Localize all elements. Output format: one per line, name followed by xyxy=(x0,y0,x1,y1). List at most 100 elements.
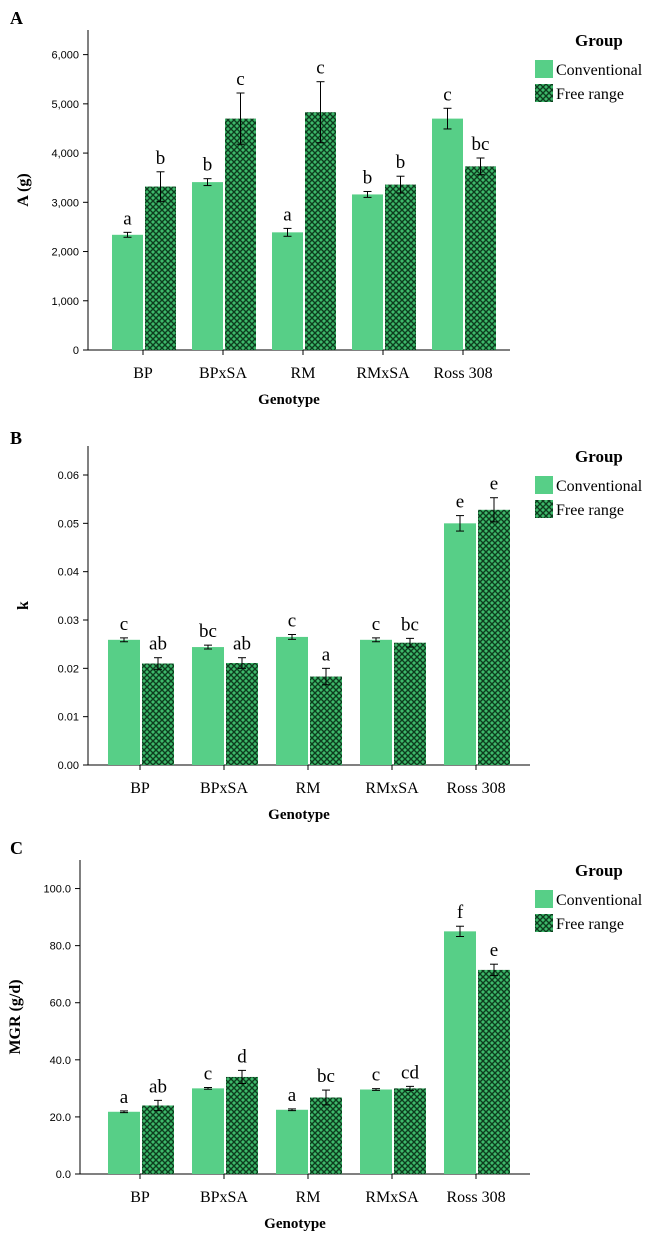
legend-swatch-free-range xyxy=(535,84,553,102)
y-tick-label: 4,000 xyxy=(51,148,79,160)
panel-b: B 0.00 0.01 0.02 0.03 0.04 0.05 0.06 k Genotype BP… xyxy=(0,420,672,830)
bar-free-range xyxy=(226,663,258,765)
chart-c: C 0.0 20.0 40.0 60.0 80.0 100.0 MGR (g/d) Genoty… xyxy=(7,838,643,1232)
x-tick-label: BP xyxy=(133,365,153,382)
bar-free-range xyxy=(145,186,176,350)
legend-label-conventional: Conventional xyxy=(556,478,643,495)
significance-letter: c xyxy=(236,69,244,90)
legend-label-conventional: Conventional xyxy=(556,62,643,79)
legend-swatch-conventional xyxy=(535,890,553,908)
bar-conventional xyxy=(108,639,140,765)
bar-conventional xyxy=(192,1088,224,1174)
bar-conventional xyxy=(272,232,303,350)
panel-c: C 0.0 20.0 40.0 60.0 80.0 100.0 MGR (g/d) Genoty… xyxy=(0,830,672,1242)
significance-letter: a xyxy=(283,204,292,225)
x-tick-label: BPxSA xyxy=(199,365,247,382)
y-tick-label: 2,000 xyxy=(51,247,79,259)
legend-label-conventional: Conventional xyxy=(556,892,643,909)
x-tick-label: Ross 308 xyxy=(446,780,505,797)
x-tick-label: RM xyxy=(291,365,316,382)
bar-free-range xyxy=(478,969,510,1174)
significance-letter: f xyxy=(457,902,464,923)
y-tick-label: 0.05 xyxy=(58,518,79,530)
bar-conventional xyxy=(192,647,224,765)
bar-conventional xyxy=(108,1111,140,1174)
bar-free-range xyxy=(478,509,510,765)
bar-free-range xyxy=(394,1088,426,1174)
significance-letter: cd xyxy=(401,1062,419,1083)
y-axis-label: k xyxy=(15,601,32,610)
y-tick-label: 1,000 xyxy=(51,296,79,308)
bar-free-range xyxy=(305,112,336,350)
x-tick-label: RMxSA xyxy=(356,365,410,382)
significance-letter: c xyxy=(316,58,324,79)
y-tick-label: 0.03 xyxy=(58,615,79,627)
significance-letter: ab xyxy=(233,634,251,655)
bar-conventional xyxy=(112,234,143,350)
bar-conventional xyxy=(360,639,392,765)
x-tick-label: RM xyxy=(296,1189,321,1206)
panel-label: B xyxy=(10,428,22,448)
bar-free-range xyxy=(385,184,416,350)
x-tick-label: BPxSA xyxy=(200,1189,248,1206)
bar-conventional xyxy=(444,931,476,1174)
x-tick-label: BPxSA xyxy=(200,780,248,797)
legend-label-free-range: Free range xyxy=(556,916,624,933)
significance-letter: e xyxy=(490,474,498,495)
legend-label-free-range: Free range xyxy=(556,86,624,103)
significance-letter: a xyxy=(120,1087,129,1108)
legend-label-free-range: Free range xyxy=(556,502,624,519)
panel-label: C xyxy=(10,838,23,858)
y-tick-label: 3,000 xyxy=(51,197,79,209)
significance-letter: e xyxy=(456,492,464,513)
y-tick-label: 0.01 xyxy=(58,712,79,724)
bar-free-range xyxy=(226,1076,258,1174)
bar-free-range xyxy=(225,118,256,350)
bar-free-range xyxy=(142,1105,174,1174)
significance-letter: d xyxy=(237,1046,247,1067)
legend-title: Group xyxy=(575,861,623,880)
bar-free-range xyxy=(394,642,426,765)
panel-a: A 0 1,000 2,000 3,000 4,000 5,000 6,000 A (g) Gen… xyxy=(0,0,672,420)
y-tick-label: 0 xyxy=(73,345,79,357)
bar-conventional xyxy=(352,194,383,350)
significance-letter: c xyxy=(372,1065,380,1086)
legend-swatch-conventional xyxy=(535,60,553,78)
legend-swatch-conventional xyxy=(535,476,553,494)
x-tick-label: BP xyxy=(130,780,150,797)
y-tick-label: 60.0 xyxy=(50,998,71,1010)
bar-conventional xyxy=(444,523,476,765)
y-tick-label: 40.0 xyxy=(50,1055,71,1067)
legend-title: Group xyxy=(575,447,623,466)
y-tick-label: 0.00 xyxy=(58,760,79,772)
significance-letter: c xyxy=(372,614,380,635)
bar-conventional xyxy=(276,636,308,765)
significance-letter: b xyxy=(203,155,213,176)
chart-b: B 0.00 0.01 0.02 0.03 0.04 0.05 0.06 k Genotype BP… xyxy=(10,428,643,823)
y-tick-label: 0.0 xyxy=(56,1169,71,1181)
legend-swatch-free-range xyxy=(535,500,553,518)
x-axis-label: Genotype xyxy=(258,392,320,408)
bar-free-range xyxy=(465,166,496,350)
significance-letter: bc xyxy=(317,1066,335,1087)
significance-letter: a xyxy=(322,644,331,665)
bar-conventional xyxy=(192,182,223,350)
bar-free-range xyxy=(310,1097,342,1174)
significance-letter: b xyxy=(156,148,166,169)
significance-letter: bc xyxy=(199,621,217,642)
y-tick-label: 0.04 xyxy=(58,567,79,579)
bar-conventional xyxy=(360,1089,392,1174)
x-tick-label: BP xyxy=(130,1189,150,1206)
bar-free-range xyxy=(142,663,174,765)
significance-letter: bc xyxy=(401,614,419,635)
significance-letter: a xyxy=(288,1085,297,1106)
significance-letter: e xyxy=(490,940,498,961)
panel-label: A xyxy=(10,8,23,28)
x-tick-label: RMxSA xyxy=(365,780,419,797)
significance-letter: a xyxy=(123,208,132,229)
y-tick-label: 100.0 xyxy=(43,884,71,896)
y-tick-label: 80.0 xyxy=(50,941,71,953)
significance-letter: b xyxy=(363,167,373,188)
x-tick-label: RM xyxy=(296,780,321,797)
bar-conventional xyxy=(276,1109,308,1174)
